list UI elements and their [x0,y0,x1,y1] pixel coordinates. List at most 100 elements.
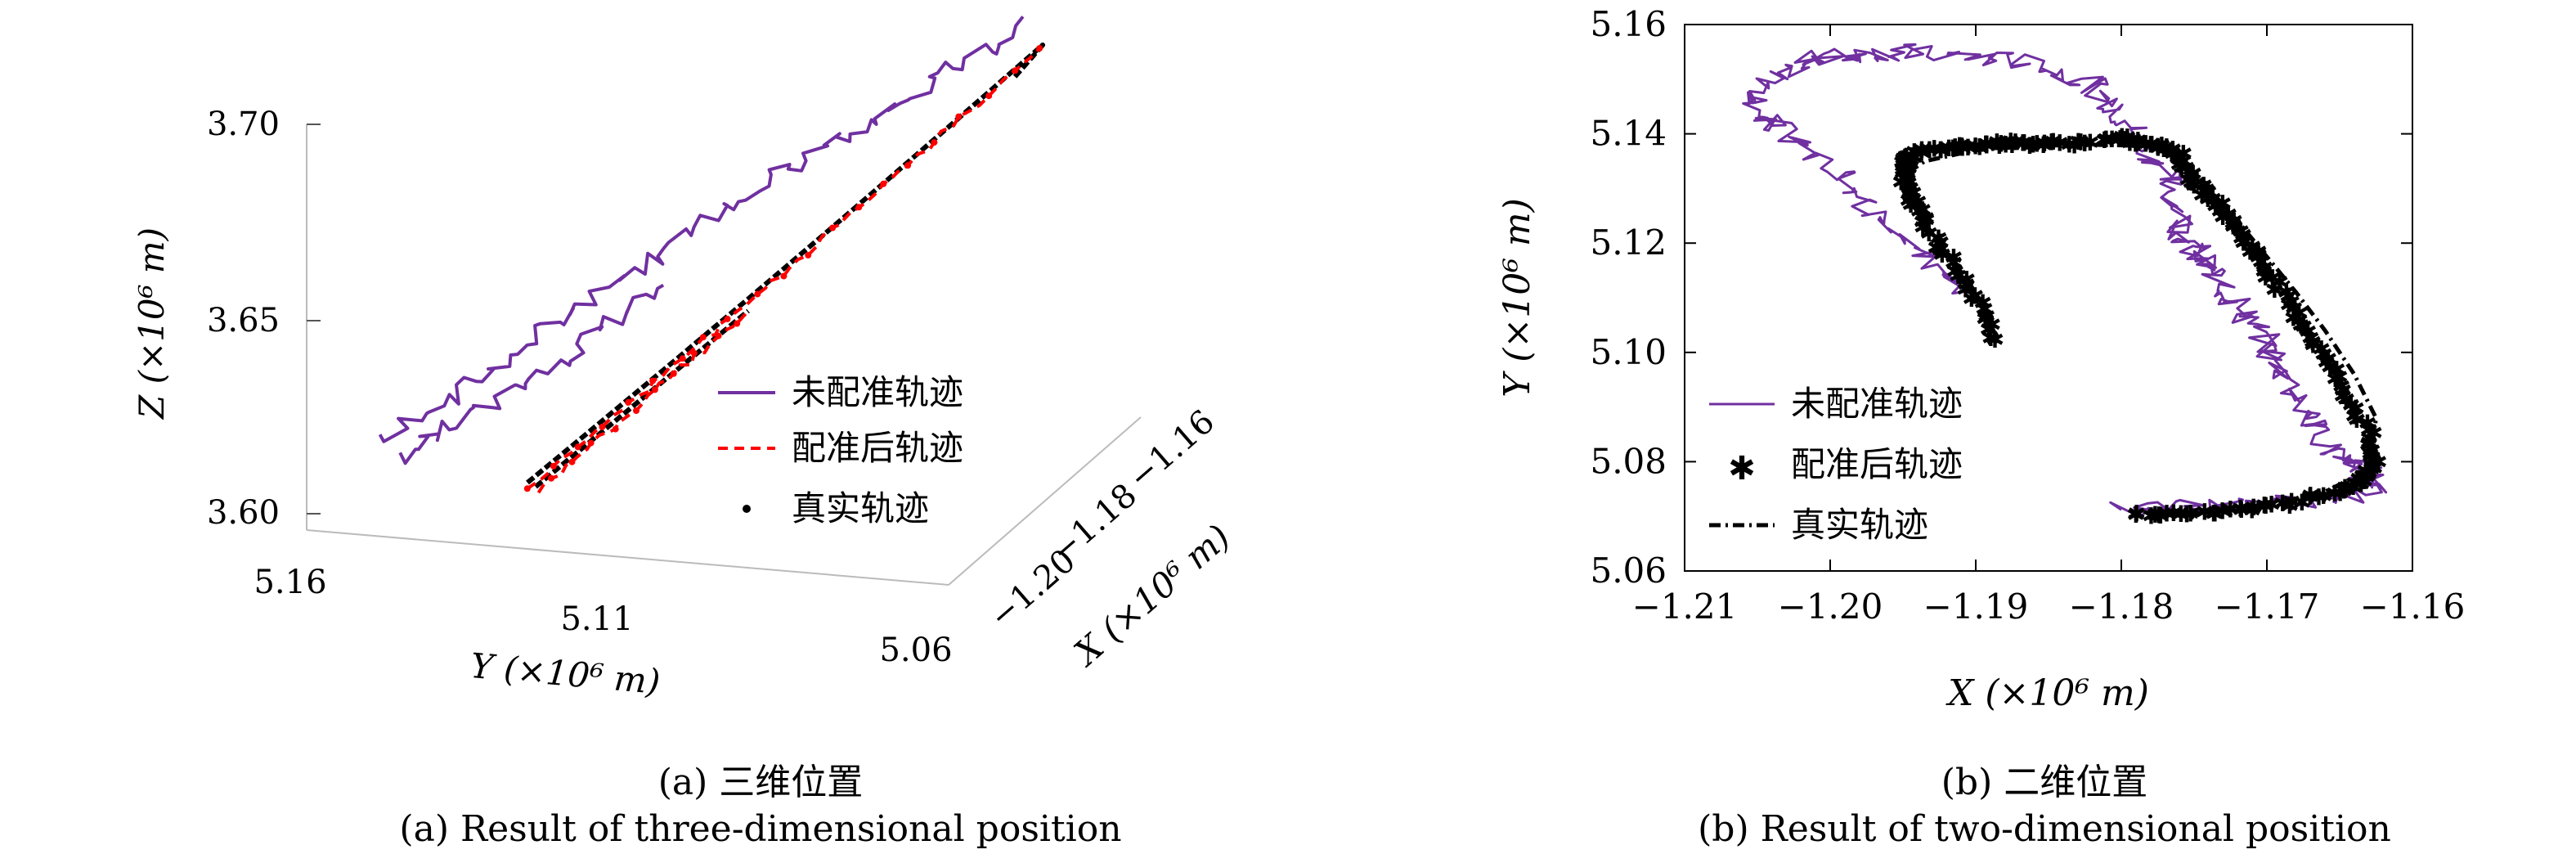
registered-point: ✱ [2333,377,2352,404]
registered-point: ✱ [2060,132,2079,159]
registered-point: ✱ [2300,483,2319,510]
legend-label-unregistered: 未配准轨迹 [1791,384,1963,424]
registered-point: ✱ [1956,276,1975,303]
registered-point: ✱ [1896,155,1914,182]
registered-point [587,439,595,447]
registered-point: ✱ [2120,129,2139,156]
registered-point: ✱ [2244,494,2263,521]
y-tick-label: 5.08 [1590,441,1667,481]
x-axis-line [948,416,1142,586]
x-tick-label: −1.20 [1778,587,1883,627]
x-tick-label: −1.17 [2215,587,2320,627]
registered-point [904,162,912,169]
legend-3d: 未配准轨迹 配准后轨迹 真实轨迹 [718,372,963,528]
registered-point: ✱ [2013,129,2032,156]
registered-point: ✱ [2146,501,2165,528]
registered-point: ✱ [1910,198,1928,225]
registered-point: ✱ [1962,285,1981,312]
registered-point [699,334,707,341]
registered-point: ✱ [2241,239,2260,266]
caption-b-cn: (b) 二维位置 [1941,762,2148,803]
registered-point: ✱ [2301,325,2320,352]
registered-point: ✱ [2006,129,2025,156]
y-tick-label: 5.16 [254,564,326,601]
registered-point: ✱ [1897,167,1916,194]
registered-point: ✱ [2289,299,2308,326]
registered-point: ✱ [1920,137,1939,164]
registered-point: ✱ [2304,332,2322,359]
legend-2d: 未配准轨迹 ✱ 配准后轨迹 真实轨迹 [1709,384,1963,545]
registered-point: ✱ [1905,138,1923,165]
registered-point: ✱ [2219,201,2237,228]
registered-point: ✱ [2284,305,2303,332]
registered-point: ✱ [1896,144,1914,171]
registered-point: ✱ [2255,258,2273,285]
y-tick-label: 5.12 [1590,222,1667,263]
registered-point [679,355,686,362]
registered-point: ✱ [1927,234,1945,261]
unregistered-trajectory-line [1742,43,2388,519]
registered-point: ✱ [2362,456,2381,483]
registered-trajectory-line [526,47,1041,490]
registered-point: ✱ [1892,149,1911,176]
registered-point: ✱ [1899,155,1918,182]
registered-point: ✱ [2284,294,2303,321]
registered-point: ✱ [2179,166,2197,193]
panel-a-3d-chart: 3.70 3.65 3.60 Z (×10⁶ m) 5.16 5.11 5.06… [132,16,1238,702]
y-tick-label: 5.14 [1590,114,1667,154]
registered-point: ✱ [2003,132,2022,159]
registered-point: ✱ [2313,483,2332,510]
registered-point: ✱ [2221,496,2240,523]
registered-point [612,425,619,433]
registered-point: ✱ [2265,276,2284,303]
z-tick-label: 3.65 [207,302,280,339]
legend-swatch-registered: ✱ [1728,450,1756,488]
x-tick-label: −1.16 [2360,587,2466,627]
unregistered-trajectory-line [398,283,665,465]
registered-point: ✱ [2171,501,2190,528]
registered-point: ✱ [2192,182,2211,209]
registered-point [670,370,677,377]
registered-point: ✱ [1897,147,1916,174]
x-tick-labels: −1.21 −1.20 −1.19 −1.18 −1.17 −1.16 [1632,587,2466,627]
registered-point: ✱ [1914,214,1932,240]
registered-point: ✱ [1944,245,1963,272]
registered-point: ✱ [1977,133,1995,160]
registered-point: ✱ [2331,373,2350,400]
caption-a-en: (a) Result of three-dimensional position [399,808,1122,850]
registered-point: ✱ [1979,317,1998,344]
registered-point: ✱ [2318,345,2337,372]
registered-point: ✱ [1986,326,2004,353]
registered-point: ✱ [2129,130,2148,157]
registered-point [724,315,731,322]
registered-point: ✱ [2309,483,2328,510]
registered-point: ✱ [2330,364,2349,391]
registered-point: ✱ [2363,437,2381,464]
registered-point: ✱ [1896,143,1915,170]
axis-ticks [1684,24,2413,572]
registered-point: ✱ [2210,198,2229,225]
registered-point: ✱ [2312,335,2331,362]
registered-point [880,180,887,187]
registered-point: ✱ [1973,290,1992,317]
registered-point: ✱ [2327,356,2345,383]
registered-point: ✱ [2242,497,2261,524]
registered-point: ✱ [2292,489,2311,516]
registered-point: ✱ [1912,137,1931,164]
registered-point [955,113,963,120]
registered-point: ✱ [1899,169,1918,196]
registered-point: ✱ [2203,186,2222,213]
registered-point: ✱ [1930,236,1949,263]
x-tick-label: −1.21 [1632,587,1738,627]
registered-point [780,272,788,280]
registered-point: ✱ [1895,148,1914,175]
registered-trajectory-markers: ✱✱✱✱✱✱✱✱✱✱✱✱✱✱✱✱✱✱✱✱✱✱✱✱✱✱✱✱✱✱✱✱✱✱✱✱✱✱✱✱… [1892,124,2388,530]
registered-point: ✱ [2298,318,2317,345]
registered-point: ✱ [2357,464,2376,491]
registered-point [690,349,698,357]
y-tick-labels: 5.06 5.08 5.10 5.12 5.14 5.16 [1590,4,1667,591]
registered-point [829,224,837,231]
x-tick-label: −1.16 [1121,402,1222,497]
registered-point: ✱ [2142,503,2161,530]
